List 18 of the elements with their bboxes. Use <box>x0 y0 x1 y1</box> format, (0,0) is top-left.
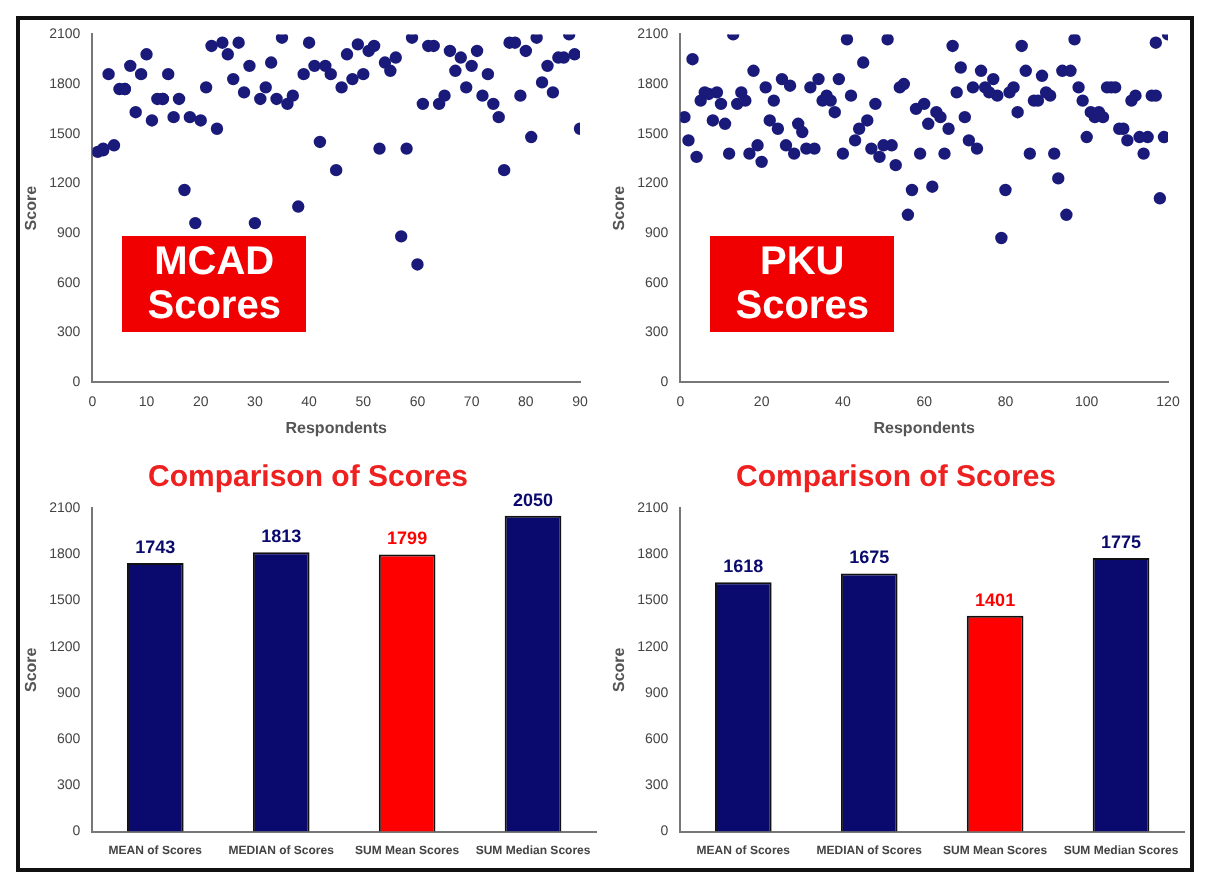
y-axis-title: Score <box>610 184 629 231</box>
y-axis-title: Score <box>22 184 41 231</box>
data-label: 1618 <box>723 556 764 577</box>
data-label: 1799 <box>387 528 428 549</box>
chart-title: Comparison of Scores <box>147 460 469 495</box>
x-axis-title: Respondents <box>873 418 976 437</box>
y-axis-title: Score <box>610 646 629 693</box>
chart-title: Comparison of Scores <box>735 460 1057 495</box>
data-label: 1743 <box>135 536 176 557</box>
data-label: 1775 <box>1101 532 1142 553</box>
data-label: 1813 <box>261 526 302 547</box>
data-label: 1401 <box>975 589 1016 610</box>
data-label: 1675 <box>849 547 890 568</box>
y-axis-title: Score <box>22 646 41 693</box>
x-axis-title: Respondents <box>285 418 388 437</box>
annotation: MCAD Scores <box>121 236 307 332</box>
annotation: PKU Scores <box>709 236 895 332</box>
data-label: 2050 <box>513 489 554 510</box>
